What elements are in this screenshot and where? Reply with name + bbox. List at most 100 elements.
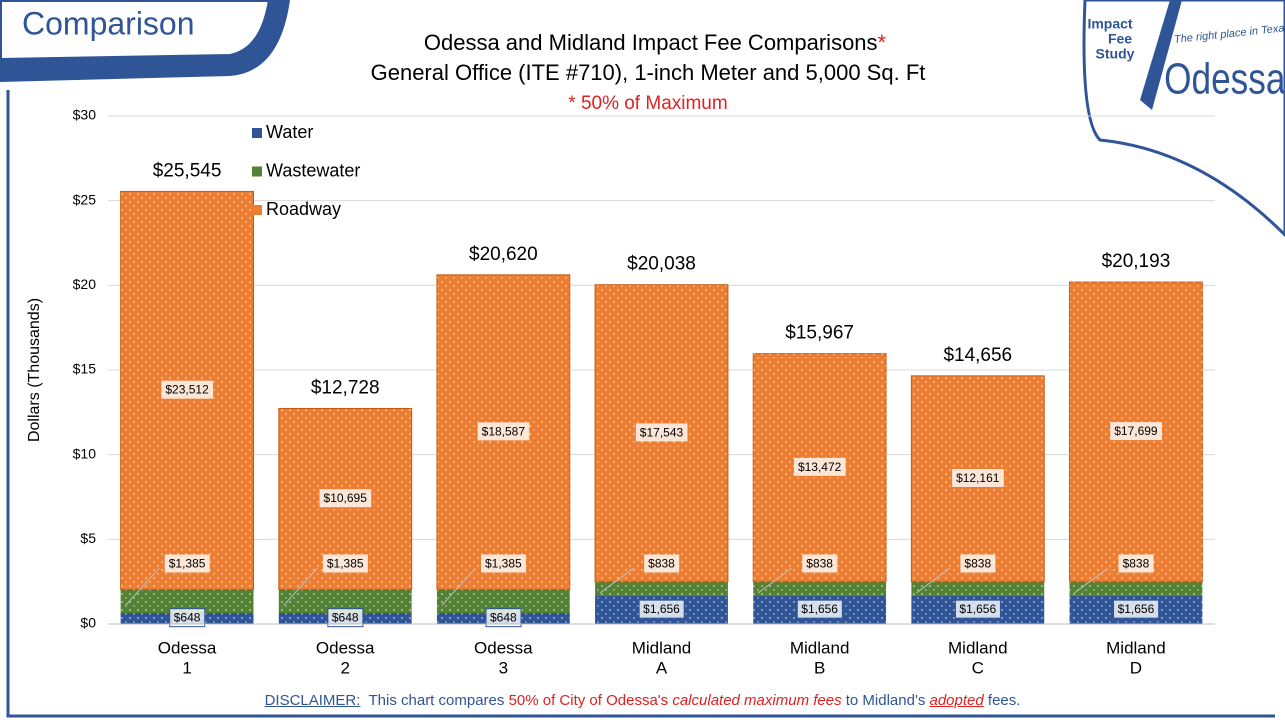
x-tick-label: 1	[182, 658, 191, 677]
x-tick-label: A	[656, 658, 668, 677]
disclaimer-part: DISCLAIMER:	[264, 692, 361, 709]
data-label-box	[796, 599, 843, 619]
data-label-box	[169, 608, 206, 628]
data-label: $648	[174, 611, 201, 625]
leader-line	[283, 567, 318, 606]
data-label: $648	[332, 611, 359, 625]
data-label-box	[960, 554, 996, 573]
chart-title: Odessa and Midland Impact Fee Comparison…	[424, 30, 887, 55]
leader-line	[757, 567, 792, 594]
data-label: $23,512	[165, 383, 209, 397]
data-label-box	[1110, 422, 1162, 441]
data-label: $1,656	[643, 602, 680, 616]
disclaimer-part: fees.	[987, 692, 1021, 709]
logo-bg	[1082, 0, 1285, 238]
header: Comparison	[22, 5, 195, 41]
data-label-box	[952, 468, 1004, 487]
header-tab	[0, 0, 273, 63]
data-label: $17,543	[640, 425, 684, 439]
y-axis-label: Dollars (Thousands)	[26, 298, 43, 442]
y-tick-label: $30	[73, 107, 97, 123]
bar-texture	[753, 581, 887, 596]
x-tick-label: Midland	[948, 638, 1008, 657]
bar-texture	[120, 589, 254, 614]
logo-name: Odessa	[1164, 55, 1285, 104]
x-tick-label: Midland	[632, 638, 692, 657]
x-tick-label: Odessa	[316, 638, 375, 657]
x-tick-label: Odessa	[158, 638, 217, 657]
data-label-box	[481, 554, 527, 573]
disclaimer-part: adopted	[929, 692, 984, 709]
legend-label: Water	[266, 122, 313, 142]
title-text: Odessa and Midland Impact Fee Comparison…	[424, 30, 878, 55]
x-tick-label: 3	[499, 658, 508, 677]
legend-swatch	[252, 205, 262, 215]
data-label: $1,656	[801, 602, 838, 616]
frame	[6, 90, 1275, 718]
data-label: $1,385	[169, 557, 206, 571]
leader-line	[599, 567, 634, 594]
legend-label: Wastewater	[266, 160, 360, 180]
logo-badge: Impact	[1087, 16, 1132, 32]
data-label-box	[802, 554, 838, 573]
logo-badge: Fee	[1108, 31, 1132, 47]
x-tick-label: Midland	[790, 638, 850, 657]
disclaimer-part: to Midland's	[845, 692, 926, 709]
x-tick-label: C	[972, 658, 984, 677]
data-label-box	[327, 608, 364, 628]
y-tick-label: $25	[73, 191, 97, 207]
y-tick-label: $15	[73, 361, 97, 377]
data-label: $17,699	[1114, 424, 1158, 438]
chart-note: * 50% of Maximum	[568, 93, 727, 114]
y-tick-label: $5	[80, 530, 96, 546]
total-label: $14,656	[943, 345, 1012, 366]
header-swoosh	[0, 0, 290, 82]
disclaimer-part: This chart compares	[368, 692, 505, 709]
disclaimer: DISCLAIMER: This chart compares 50% of C…	[0, 692, 1285, 709]
data-label: $838	[806, 557, 833, 571]
y-tick-label: $20	[73, 276, 97, 292]
data-label: $838	[964, 557, 991, 571]
data-label: $13,472	[798, 460, 842, 474]
leader-line	[1074, 567, 1109, 594]
disclaimer-part: 50% of City of Odessa's	[508, 692, 669, 709]
chart-subtitle: General Office (ITE #710), 1-inch Meter …	[371, 60, 926, 85]
data-label: $1,385	[327, 557, 364, 571]
data-label: $648	[490, 611, 517, 625]
total-label: $20,620	[469, 244, 538, 265]
bar-texture	[911, 581, 1045, 596]
data-label-box	[638, 599, 685, 619]
data-label: $1,385	[485, 557, 522, 571]
title-mark: *	[878, 30, 887, 55]
total-label: $15,967	[785, 323, 854, 344]
data-label-box	[322, 554, 368, 573]
bar-texture	[436, 589, 570, 614]
data-label-box	[644, 554, 680, 573]
total-label: $25,545	[153, 160, 222, 181]
data-label: $1,656	[1118, 602, 1155, 616]
bar-texture	[278, 589, 412, 614]
legend-swatch	[252, 166, 262, 177]
total-label: $20,038	[627, 254, 696, 275]
data-label-box	[164, 554, 210, 573]
logo-badge: Study	[1096, 46, 1135, 62]
bar-texture	[595, 581, 728, 596]
data-label-box	[485, 608, 522, 628]
disclaimer-part: calculated maximum fees	[672, 692, 842, 709]
leader-line	[916, 567, 951, 594]
total-label: $12,728	[311, 377, 380, 398]
data-label: $838	[648, 557, 675, 571]
data-label: $1,656	[959, 602, 996, 616]
x-tick-label: Odessa	[474, 638, 533, 657]
logo-stripe	[1140, 0, 1182, 110]
x-tick-label: 2	[340, 658, 349, 677]
bar-texture	[1069, 581, 1203, 596]
legend-swatch	[252, 128, 262, 138]
y-tick-label: $0	[80, 615, 96, 631]
leader-line	[441, 567, 476, 606]
data-label-box	[161, 380, 214, 399]
data-label-box	[635, 423, 688, 442]
data-label: $838	[1123, 557, 1150, 571]
